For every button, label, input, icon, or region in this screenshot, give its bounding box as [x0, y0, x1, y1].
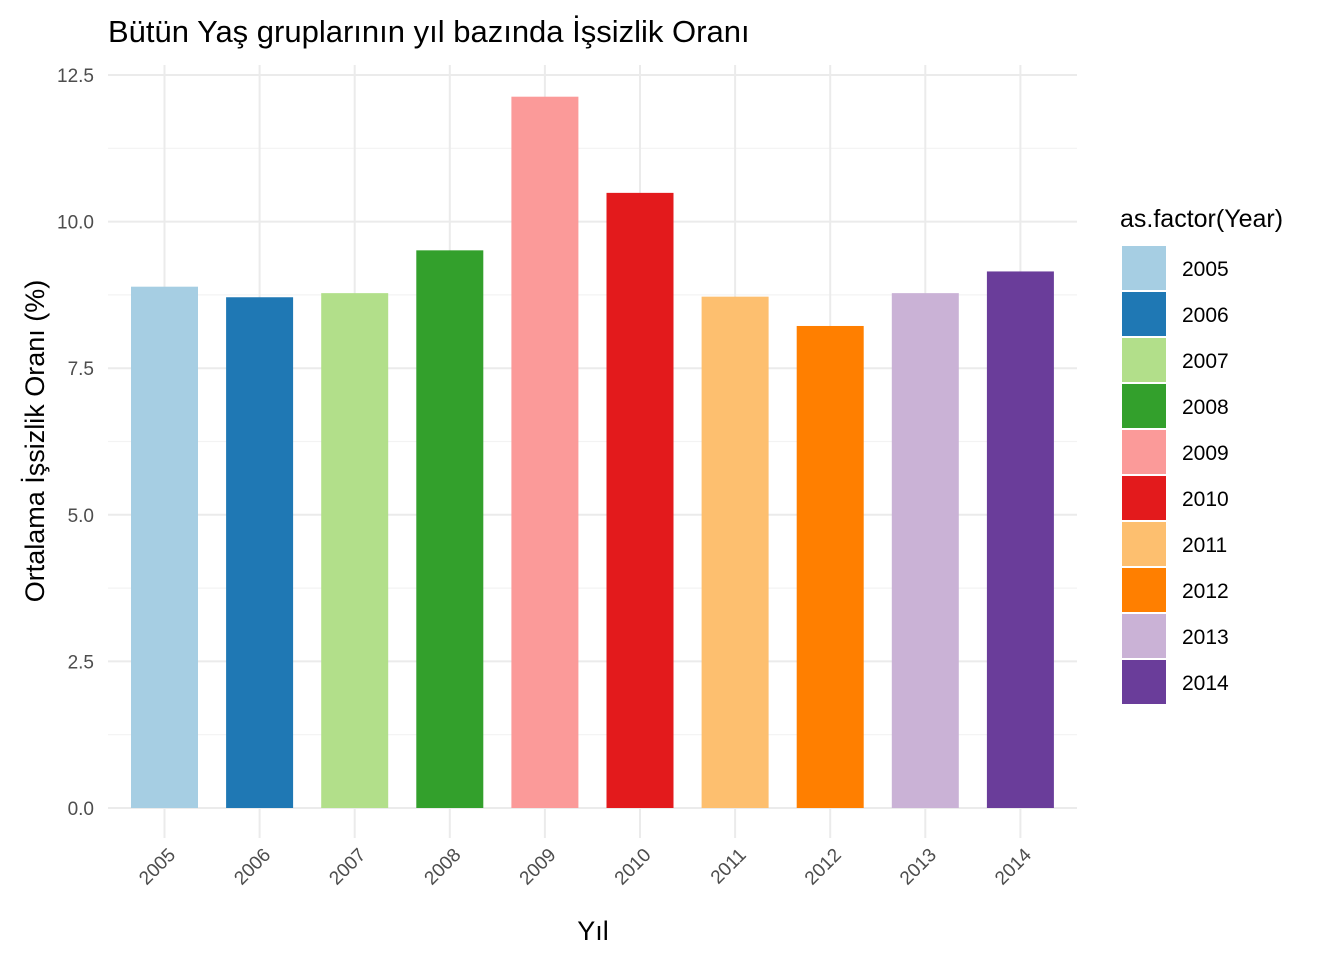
bar-2008	[416, 250, 484, 808]
y-tick-label: 10.0	[57, 213, 94, 234]
legend-swatch	[1122, 292, 1166, 336]
bar-2013	[891, 293, 959, 808]
bar-2011	[701, 296, 769, 808]
x-axis-ticks: 2005 2006 2007 2008 2009 2010 2011 2012 2013 2014	[135, 844, 1036, 889]
legend-label: 2008	[1182, 396, 1229, 419]
x-tick-label: 2007	[325, 845, 370, 890]
bar-2010	[606, 192, 674, 808]
bar-2012	[796, 325, 864, 808]
bar-2005	[131, 286, 198, 808]
legend-swatch	[1122, 430, 1166, 474]
x-tick-label: 2013	[896, 845, 941, 890]
y-axis-ticks: 0.0 2.5 5.0 7.5 10.0 12.5	[57, 66, 94, 820]
x-tick-label: 2011	[707, 845, 751, 889]
legend-swatch	[1122, 660, 1166, 704]
x-tick-label: 2006	[230, 845, 275, 890]
x-tick-label: 2010	[611, 845, 656, 890]
y-tick-label: 0.0	[68, 799, 94, 820]
bars	[131, 96, 1054, 809]
legend-label: 2011	[1182, 534, 1227, 557]
y-tick-label: 2.5	[68, 652, 94, 673]
legend-label: 2013	[1182, 626, 1229, 649]
legend-label: 2012	[1182, 580, 1229, 603]
bar-2014	[986, 271, 1054, 809]
x-tick-label: 2009	[516, 845, 561, 890]
legend-swatch	[1122, 614, 1166, 658]
legend-label: 2014	[1182, 672, 1229, 695]
legend-label: 2006	[1182, 304, 1229, 327]
x-tick-label: 2008	[421, 845, 466, 890]
legend-swatch	[1122, 246, 1166, 290]
legend-items: 2005 2006 2007 2008 2009 2010 2011 2012 2013 2014	[1122, 246, 1229, 704]
plot-area: 0.02.55.07.510.012.5 2005 2006 2007 2008 200…	[57, 65, 1077, 889]
legend-label: 2009	[1182, 442, 1229, 465]
legend-label: 2010	[1182, 488, 1229, 511]
legend-swatch	[1122, 522, 1166, 566]
y-tick-label: 7.5	[68, 359, 94, 380]
legend-label: 2007	[1182, 350, 1229, 373]
legend-swatch	[1122, 338, 1166, 382]
y-tick-label: 5.0	[68, 506, 94, 527]
legend-swatch	[1122, 384, 1166, 428]
legend: as.factor(Year) 2005 2006 2007 2008 2009 2010…	[1120, 205, 1283, 704]
bar-2006	[226, 297, 294, 808]
legend-swatch	[1122, 476, 1166, 520]
legend-title: as.factor(Year)	[1120, 205, 1283, 233]
bar-2009	[511, 96, 579, 809]
x-tick-label: 2005	[135, 845, 180, 890]
x-tick-label: 2012	[801, 845, 846, 890]
bar-2007	[321, 293, 389, 808]
y-axis-title: Ortalama İşsizlik Oranı (%)	[19, 280, 50, 603]
y-tick-label: 12.5	[57, 66, 94, 87]
x-axis-title: Yıl	[577, 916, 609, 946]
x-tick-label: 2014	[991, 844, 1036, 889]
legend-label: 2005	[1182, 258, 1229, 281]
legend-swatch	[1122, 568, 1166, 612]
chart-title: Bütün Yaş gruplarının yıl bazında İşsizl…	[108, 14, 750, 49]
